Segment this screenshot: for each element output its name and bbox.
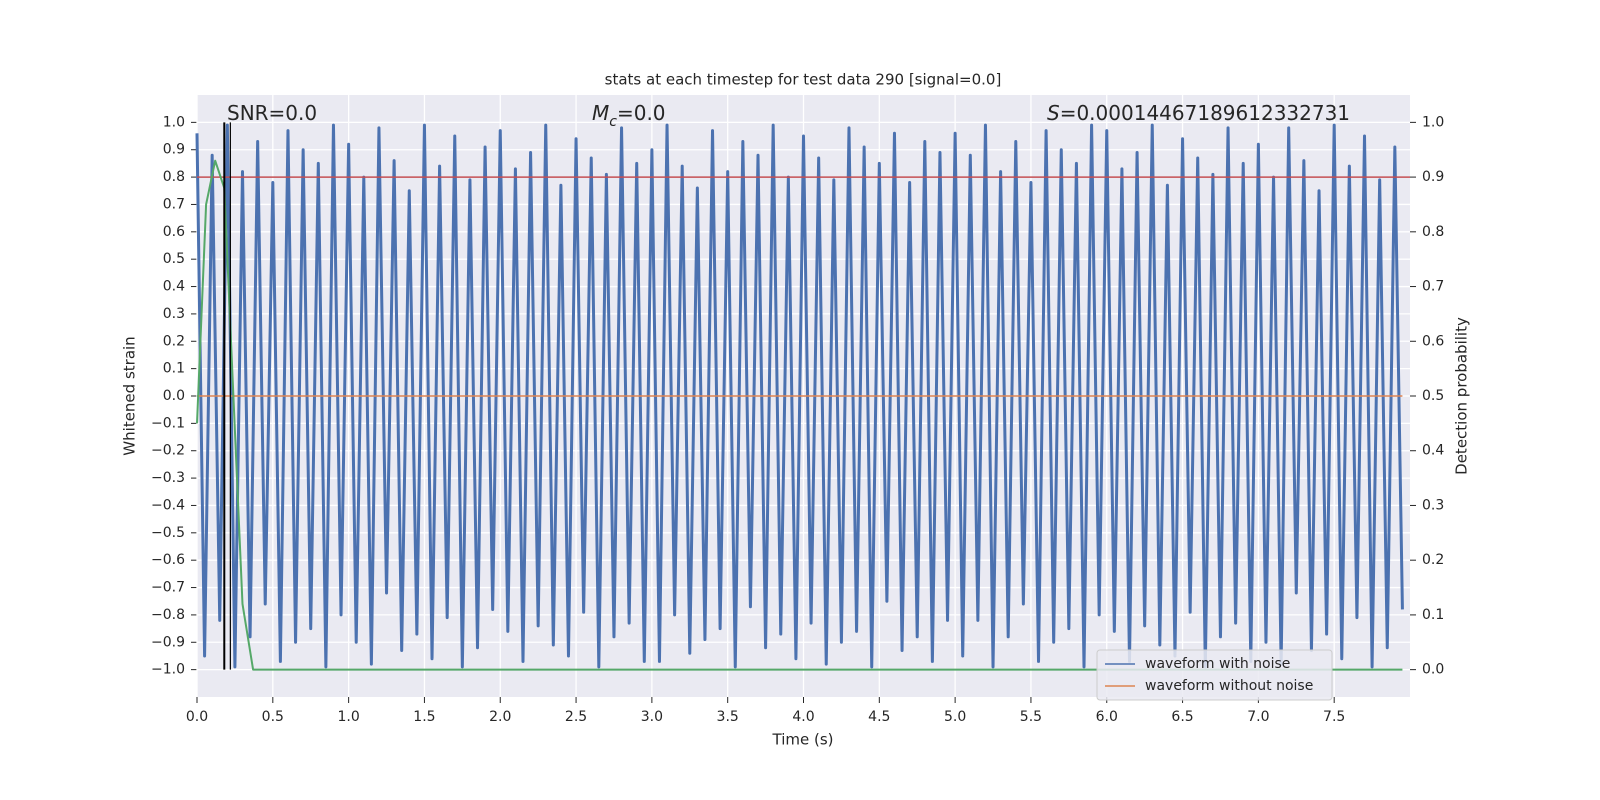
x-tick-label: 6.5 — [1171, 709, 1193, 725]
x-axis-label: Time (s) — [772, 731, 834, 749]
y-tick-label: −0.6 — [151, 552, 185, 568]
legend-label: waveform with noise — [1145, 656, 1290, 672]
legend-label: waveform without noise — [1145, 678, 1313, 694]
y-tick-label: 0.7 — [163, 196, 185, 212]
y2-tick-label: 0.2 — [1422, 552, 1444, 568]
y2-tick-label: 0.0 — [1422, 662, 1444, 678]
x-tick-label: 1.5 — [413, 709, 435, 725]
x-tick-label: 7.0 — [1247, 709, 1269, 725]
annotation-part: =0.0 — [617, 101, 666, 125]
y-tick-label: 0.4 — [163, 279, 185, 295]
annotation: Mc=0.0 — [592, 101, 666, 131]
y2-tick-label: 0.9 — [1422, 169, 1444, 185]
y-tick-label: −0.7 — [151, 580, 185, 596]
y-tick-label: 0.5 — [163, 251, 185, 267]
y-tick-label: 0.2 — [163, 333, 185, 349]
y-tick-label: −0.8 — [151, 607, 185, 623]
annotation: SNR=0.0 — [227, 101, 317, 125]
y2-tick-label: 0.7 — [1422, 279, 1444, 295]
series-line — [195, 123, 1404, 669]
annotation: S=0.00014467189612332731 — [1047, 101, 1350, 125]
x-tick-label: 5.0 — [944, 709, 966, 725]
y2-tick-label: 0.1 — [1422, 607, 1444, 623]
x-tick-label: 2.0 — [489, 709, 511, 725]
y-axis-label: Whitened strain — [121, 336, 139, 455]
y-tick-label: −0.2 — [151, 443, 185, 459]
x-tick-label: 5.5 — [1020, 709, 1042, 725]
y-tick-label: −0.3 — [151, 470, 185, 486]
x-tick-label: 2.5 — [565, 709, 587, 725]
y-tick-label: −1.0 — [151, 662, 185, 678]
x-tick-label: 1.0 — [337, 709, 359, 725]
y-tick-label: 1.0 — [163, 114, 185, 130]
y2-tick-label: 0.4 — [1422, 443, 1444, 459]
y-tick-label: 0.6 — [163, 224, 185, 240]
chart-title: stats at each timestep for test data 290… — [605, 71, 1002, 89]
y-tick-label: 0.0 — [163, 388, 185, 404]
y2-tick-label: 0.8 — [1422, 224, 1444, 240]
y2-tick-label: 0.6 — [1422, 333, 1444, 349]
x-tick-label: 4.0 — [792, 709, 814, 725]
annotation-part: SNR=0.0 — [227, 101, 317, 125]
y-tick-label: −0.4 — [151, 497, 185, 513]
probability-line — [196, 159, 1403, 671]
y2-tick-label: 0.5 — [1422, 388, 1444, 404]
x-tick-label: 4.5 — [868, 709, 890, 725]
y-tick-label: 0.3 — [163, 306, 185, 322]
y-tick-label: 0.9 — [163, 142, 185, 158]
x-tick-label: 0.5 — [262, 709, 284, 725]
y-tick-label: −0.1 — [151, 415, 185, 431]
y-tick-label: −0.5 — [151, 525, 185, 541]
x-tick-label: 3.0 — [641, 709, 663, 725]
annotation-part: M — [592, 101, 609, 125]
y2-tick-label: 0.3 — [1422, 497, 1444, 513]
legend-box — [1096, 649, 1333, 701]
x-tick-label: 3.5 — [717, 709, 739, 725]
x-tick-label: 7.5 — [1323, 709, 1345, 725]
x-tick-label: 0.0 — [186, 709, 208, 725]
annotation-part: =0.00014467189612332731 — [1060, 101, 1350, 125]
y2-tick-label: 1.0 — [1422, 114, 1444, 130]
y2-axis-label: Detection probability — [1453, 317, 1471, 475]
annotation-part: c — [609, 114, 617, 130]
y-tick-label: 0.1 — [163, 361, 185, 377]
annotation-part: S — [1047, 101, 1060, 125]
x-tick-label: 6.0 — [1096, 709, 1118, 725]
y-tick-label: −0.9 — [151, 634, 185, 650]
y-tick-label: 0.8 — [163, 169, 185, 185]
